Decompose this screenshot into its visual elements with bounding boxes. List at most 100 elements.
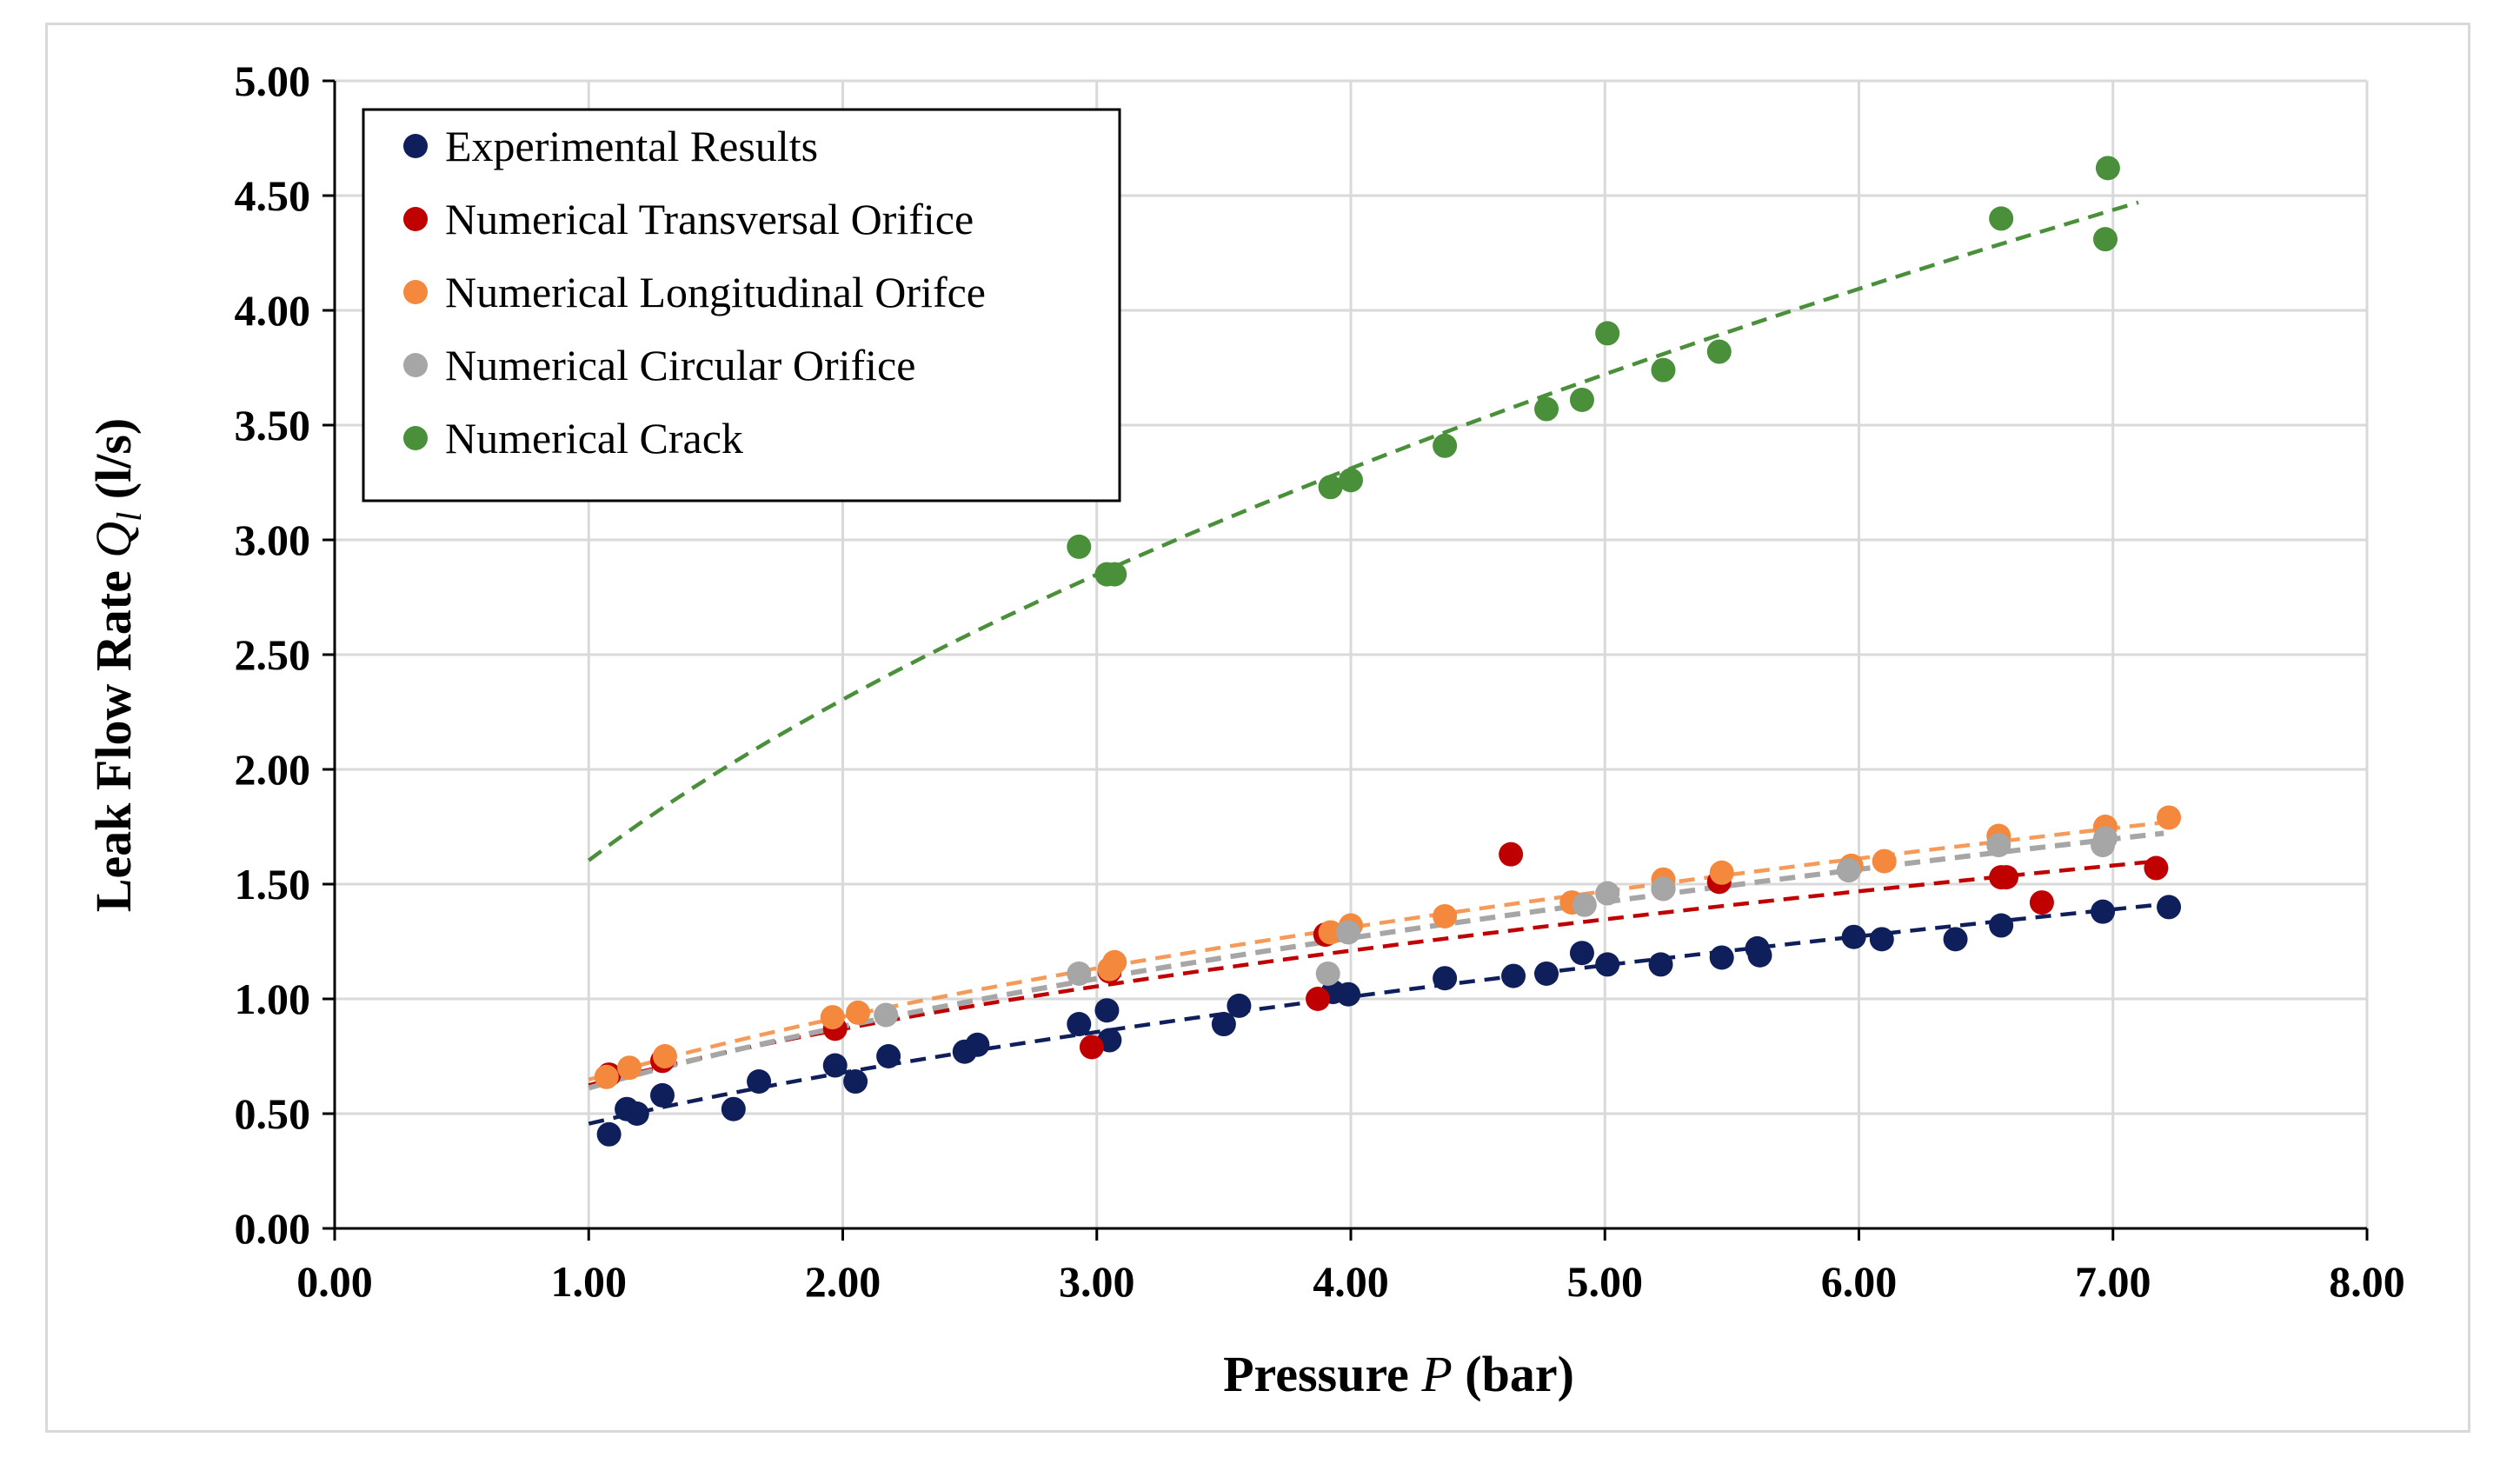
point-experimental-results: [721, 1096, 746, 1121]
tick-labels: 0.00 1.00 2.00 3.00 4.00 5.00 6.00 7.00 8.00 0.00…: [235, 57, 2405, 1306]
y-tick-label: 4.50: [235, 171, 311, 220]
y-tick-label: 2.50: [235, 630, 311, 679]
point-experimental-results: [1433, 966, 1458, 991]
x-axis-title-prefix: Pressure: [1223, 1346, 1421, 1402]
point-experimental-results: [1067, 1012, 1092, 1037]
point-numerical-longitudinal-orifce: [820, 1005, 845, 1030]
point-numerical-transversal-orifice: [1079, 1035, 1104, 1060]
y-tick-label: 3.00: [235, 516, 311, 564]
point-experimental-results: [965, 1032, 990, 1057]
legend-marker: [403, 280, 428, 304]
point-numerical-longitudinal-orifce: [846, 1000, 871, 1025]
point-experimental-results: [1595, 952, 1620, 977]
x-tick-label: 8.00: [2329, 1257, 2405, 1306]
y-tick-label: 2.00: [235, 745, 311, 794]
y-axis-title-sub: l: [110, 512, 149, 522]
y-axis-title-suffix: (l/s): [85, 418, 142, 512]
y-axis-title-prefix: Leak Flow Rate: [85, 558, 142, 913]
point-experimental-results: [1534, 961, 1559, 986]
axes: [322, 79, 2369, 1241]
x-axis-title: Pressure P (bar): [1223, 1346, 1574, 1402]
y-tick-label: 1.50: [235, 860, 311, 908]
x-axis-title-var: P: [1420, 1346, 1452, 1402]
point-experimental-results: [876, 1044, 901, 1068]
point-numerical-transversal-orifice: [2029, 890, 2054, 915]
point-numerical-transversal-orifice: [1499, 842, 1524, 867]
data-points: [594, 156, 2182, 1147]
point-numerical-longitudinal-orifce: [2157, 805, 2182, 830]
point-numerical-crack: [1569, 387, 1594, 412]
point-numerical-crack: [2092, 227, 2118, 252]
point-numerical-longitudinal-orifce: [1709, 860, 1734, 885]
x-tick-label: 0.00: [296, 1257, 373, 1306]
point-numerical-crack: [1433, 433, 1458, 458]
point-numerical-crack: [1534, 396, 1559, 422]
y-axis-title: Leak Flow Rate Ql (l/s): [85, 418, 149, 913]
point-experimental-results: [2157, 895, 2182, 920]
point-experimental-results: [1841, 924, 1866, 949]
trend-line-numerical-crack: [587, 200, 2139, 862]
point-numerical-circular-orifice: [1572, 892, 1597, 917]
point-experimental-results: [843, 1069, 868, 1095]
point-experimental-results: [596, 1121, 622, 1147]
point-experimental-results: [1501, 963, 1526, 988]
point-numerical-longitudinal-orifce: [1433, 903, 1458, 928]
legend-label: Numerical Crack: [445, 414, 743, 462]
point-numerical-crack: [1339, 468, 1363, 493]
y-tick-label: 4.00: [235, 286, 311, 335]
point-experimental-results: [1709, 945, 1734, 970]
x-tick-label: 3.00: [1059, 1257, 1135, 1306]
point-numerical-circular-orifice: [1067, 961, 1092, 986]
point-experimental-results: [1747, 942, 1772, 968]
point-numerical-crack: [1651, 357, 1676, 383]
point-numerical-crack: [1595, 321, 1620, 346]
x-tick-label: 4.00: [1313, 1257, 1389, 1306]
point-numerical-crack: [1989, 206, 2014, 231]
point-experimental-results: [624, 1101, 649, 1126]
point-experimental-results: [1569, 941, 1594, 966]
trend-line-numerical-circular-orifice: [588, 830, 2164, 1091]
y-tick-label: 1.00: [235, 975, 311, 1023]
point-numerical-circular-orifice: [1986, 833, 2011, 858]
point-experimental-results: [1943, 927, 1968, 952]
legend: Experimental Results Numerical Transversa…: [362, 108, 1121, 502]
legend-label: Numerical Circular Orifice: [445, 341, 915, 389]
point-experimental-results: [1989, 913, 2014, 938]
legend-marker: [403, 134, 428, 158]
point-numerical-circular-orifice: [1336, 920, 1361, 945]
point-experimental-results: [1648, 952, 1673, 977]
point-numerical-circular-orifice: [874, 1002, 899, 1028]
point-numerical-circular-orifice: [2092, 826, 2118, 851]
point-experimental-results: [1094, 998, 1120, 1023]
point-numerical-crack: [1067, 534, 1092, 559]
legend-box: [362, 108, 1121, 502]
point-experimental-results: [747, 1069, 772, 1095]
x-axis-title-suffix: (bar): [1453, 1346, 1574, 1402]
point-numerical-circular-orifice: [1595, 881, 1620, 906]
x-tick-label: 7.00: [2075, 1257, 2151, 1306]
legend-label: Numerical Transversal Orifice: [445, 195, 974, 243]
point-numerical-crack: [1102, 562, 1127, 587]
legend-marker: [403, 353, 428, 377]
y-tick-label: 5.00: [235, 57, 311, 105]
point-numerical-crack: [1706, 339, 1732, 364]
point-experimental-results: [650, 1082, 675, 1108]
point-numerical-transversal-orifice: [1306, 987, 1331, 1011]
point-experimental-results: [822, 1053, 848, 1078]
legend-label: Experimental Results: [445, 122, 818, 170]
point-numerical-longitudinal-orifce: [594, 1064, 619, 1089]
point-numerical-transversal-orifice: [1994, 865, 2019, 890]
point-experimental-results: [1227, 993, 1252, 1018]
point-numerical-circular-orifice: [1651, 876, 1676, 902]
point-numerical-crack: [2095, 156, 2120, 181]
point-experimental-results: [1211, 1012, 1236, 1037]
point-numerical-longitudinal-orifce: [1318, 920, 1343, 945]
point-numerical-longitudinal-orifce: [617, 1055, 642, 1081]
point-experimental-results: [1336, 982, 1361, 1007]
trend-line-numerical-transversal-orifice: [588, 858, 2164, 1088]
point-numerical-longitudinal-orifce: [1872, 848, 1897, 874]
point-numerical-longitudinal-orifce: [652, 1044, 677, 1068]
point-numerical-circular-orifice: [1315, 961, 1340, 986]
point-experimental-results: [1869, 927, 1894, 952]
x-tick-label: 2.00: [805, 1257, 881, 1306]
